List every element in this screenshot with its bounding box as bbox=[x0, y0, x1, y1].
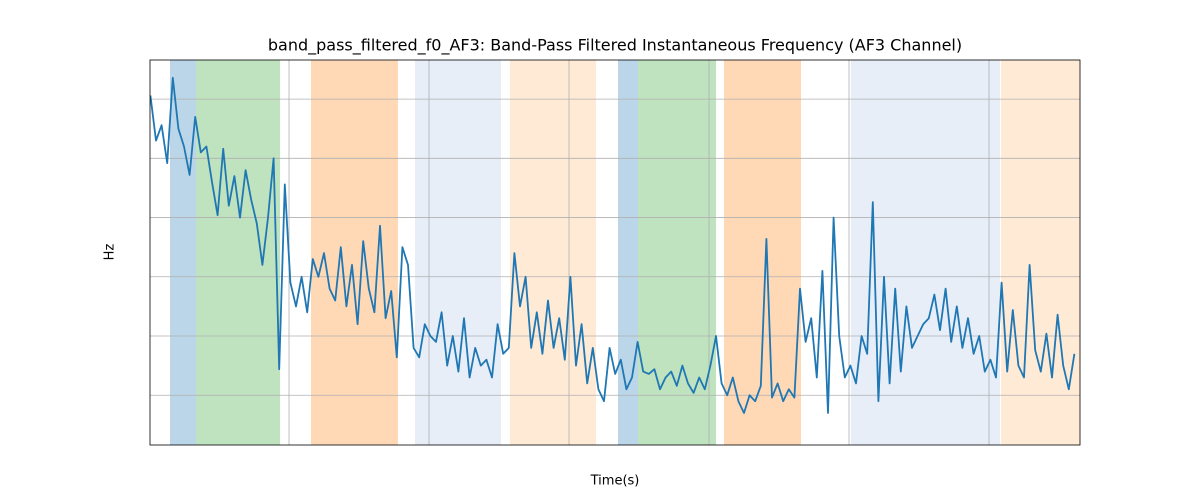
y-axis-label: Hz bbox=[103, 244, 118, 261]
highlight-span bbox=[850, 60, 1001, 445]
data-line bbox=[150, 76, 1076, 414]
highlight-span bbox=[415, 60, 501, 445]
highlight-span bbox=[638, 60, 717, 445]
highlight-span bbox=[310, 60, 398, 445]
highlight-span bbox=[509, 60, 597, 445]
x-axis-label: Time(s) bbox=[590, 474, 640, 489]
highlight-span bbox=[618, 60, 639, 445]
highlight-span bbox=[196, 60, 281, 445]
plot-frame bbox=[149, 59, 1081, 446]
highlight-span bbox=[170, 60, 197, 445]
highlight-span bbox=[723, 60, 801, 445]
chart-title: band_pass_filtered_f0_AF3: Band-Pass Fil… bbox=[268, 36, 962, 56]
plot-area: 100020003000400050006000152025303540 bbox=[150, 60, 1080, 445]
